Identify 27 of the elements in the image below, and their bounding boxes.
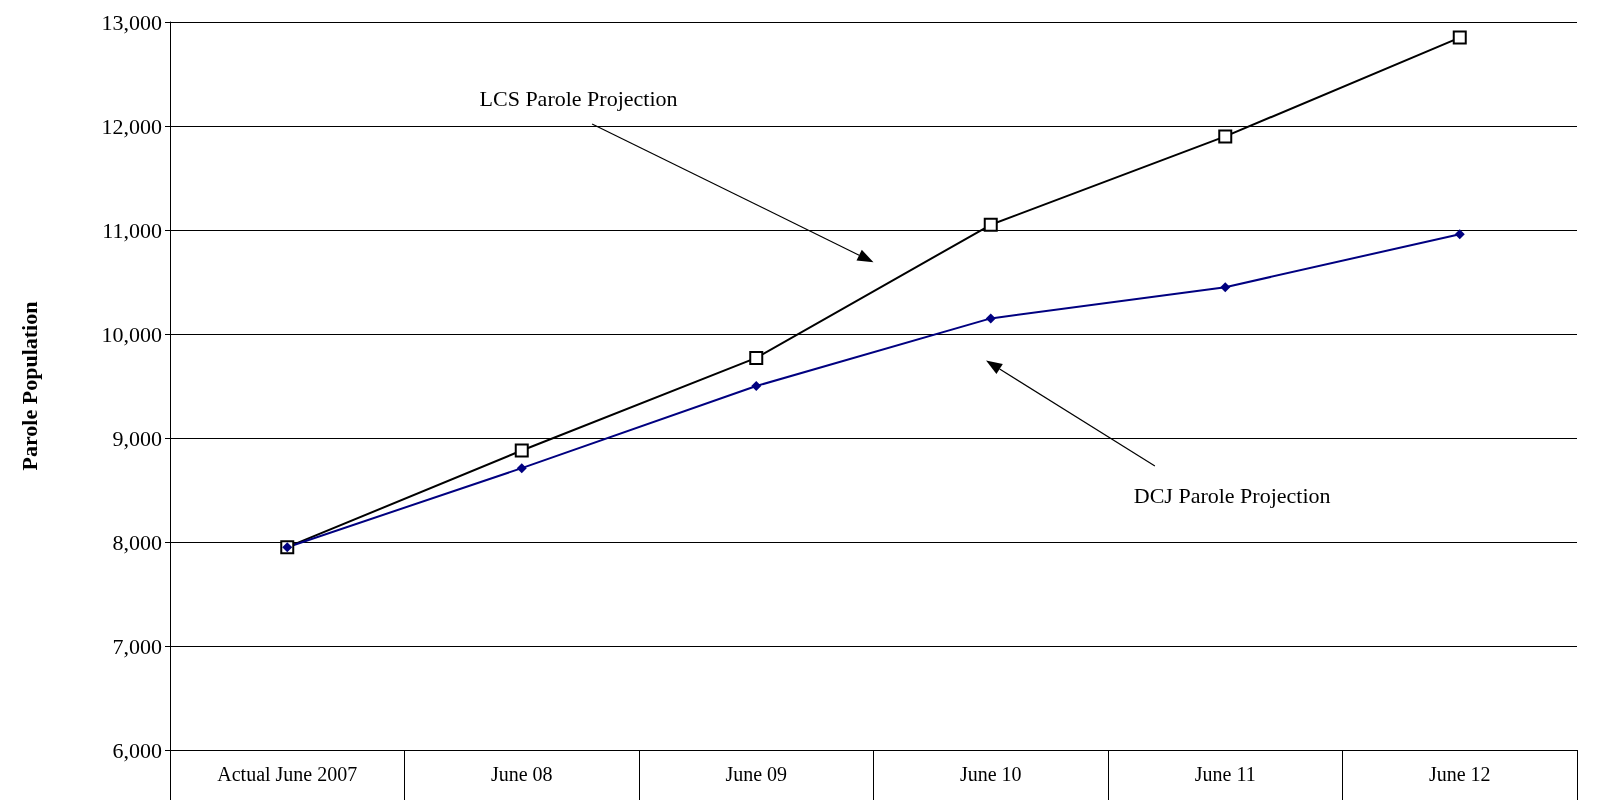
- y-tick-label: 9,000: [112, 425, 162, 451]
- x-tick-label: June 08: [490, 763, 553, 785]
- x-tick-label: Actual June 2007: [217, 763, 358, 785]
- x-tick-label: June 11: [1194, 763, 1256, 785]
- y-tick-label: 6,000: [112, 737, 162, 763]
- point: [1454, 229, 1465, 240]
- point: [1220, 282, 1231, 293]
- point: [516, 463, 527, 474]
- y-tick-label: 13,000: [101, 9, 162, 35]
- point: [751, 381, 762, 391]
- x-tick-label: June 09: [725, 763, 788, 785]
- x-tick-label: June 12: [1428, 763, 1491, 785]
- y-tick-label: 7,000: [112, 633, 162, 659]
- point: [1218, 129, 1233, 144]
- point: [983, 217, 998, 232]
- point: [749, 350, 764, 365]
- y-tick-label: 8,000: [112, 529, 162, 555]
- annotation: LCS Parole Projection: [479, 86, 678, 112]
- point: [1452, 30, 1467, 45]
- annotation: DCJ Parole Projection: [1133, 482, 1331, 508]
- point: [514, 443, 529, 458]
- y-tick-label: 12,000: [101, 113, 162, 139]
- y-tick-label: 10,000: [101, 321, 162, 347]
- x-tick-label: June 10: [959, 763, 1022, 785]
- y-tick-label: 11,000: [102, 217, 162, 243]
- y-axis-title: Parole Population: [16, 301, 42, 471]
- point: [985, 313, 996, 324]
